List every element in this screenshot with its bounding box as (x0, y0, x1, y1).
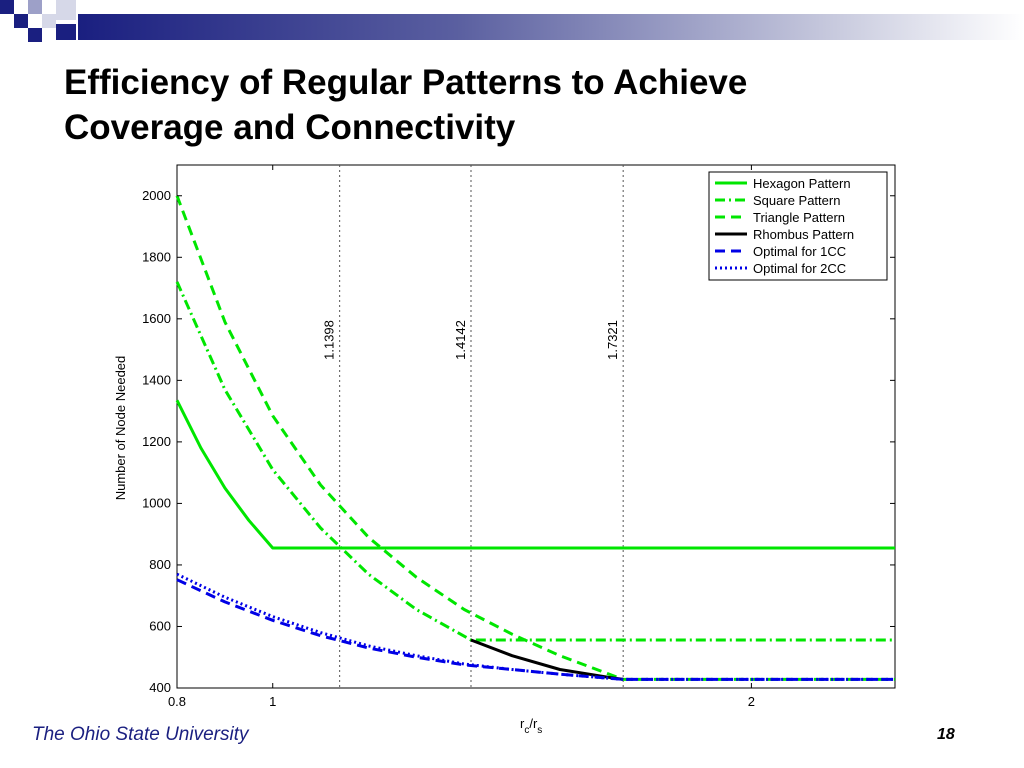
series-line (175, 399, 895, 550)
deco-square-2 (14, 14, 28, 28)
y-axis-label: Number of Node Needed (113, 356, 128, 501)
deco-square-3 (28, 0, 42, 14)
y-tick-label: 800 (149, 557, 171, 572)
slide-title-line1: Efficiency of Regular Patterns to Achiev… (64, 63, 748, 102)
legend-entry: Optimal for 1CC (753, 244, 846, 259)
y-tick-label: 1800 (142, 249, 171, 264)
x-tick-label: 2 (748, 694, 755, 709)
footer-university: The Ohio State University (32, 724, 249, 745)
vline-label: 1.7321 (605, 320, 620, 360)
page-number: 18 (937, 726, 955, 743)
header-gradient-bar (78, 14, 1024, 40)
vline-label: 1.1398 (322, 320, 337, 360)
x-tick-label: 1 (269, 694, 276, 709)
legend-entry: Optimal for 2CC (753, 261, 846, 276)
y-tick-label: 1600 (142, 311, 171, 326)
y-tick-label: 2000 (142, 188, 171, 203)
x-axis-label-sub2: s (537, 725, 542, 736)
series-line (175, 281, 895, 642)
reference-vlines: 1.1398 1.4142 1.7321 (322, 165, 624, 688)
x-axis-label-slash: /r (529, 716, 538, 731)
legend-entry: Rhombus Pattern (753, 227, 854, 242)
y-tick-label: 1000 (142, 495, 171, 510)
deco-square-5 (56, 0, 76, 20)
y-tick-label: 600 (149, 618, 171, 633)
x-axis-label-sub1: c (524, 725, 529, 736)
y-tick-label: 1200 (142, 434, 171, 449)
slide-header-decoration (0, 0, 1024, 60)
vline-label: 1.4142 (453, 320, 468, 360)
slide-title: Efficiency of Regular Patterns to Achiev… (64, 60, 964, 150)
legend-entry: Triangle Pattern (753, 210, 845, 225)
deco-square-1 (0, 0, 14, 14)
series-lines (175, 195, 895, 681)
axis-ticks: 400 600 800 1000 1200 1400 1600 1800 2000 0.8 1 2 (142, 165, 895, 709)
legend-entry: Square Pattern (753, 193, 840, 208)
legend-box (708, 171, 888, 281)
y-tick-label: 400 (149, 680, 171, 695)
legend-entry: Hexagon Pattern (753, 176, 851, 191)
series-line (176, 578, 895, 681)
x-tick-label: 0.8 (168, 694, 186, 709)
y-tick-label: 1400 (142, 372, 171, 387)
deco-square-4 (42, 14, 56, 28)
slide-title-line2: Coverage and Connectivity (64, 108, 516, 147)
chart-legend: Hexagon Pattern Square Pattern Triangle Pa… (708, 171, 888, 281)
deco-square-7 (28, 28, 42, 42)
x-axis-label: rc/rs (520, 716, 542, 736)
x-axis-label-main: r (520, 716, 525, 731)
series-line (175, 195, 895, 681)
deco-square-6 (56, 24, 76, 40)
